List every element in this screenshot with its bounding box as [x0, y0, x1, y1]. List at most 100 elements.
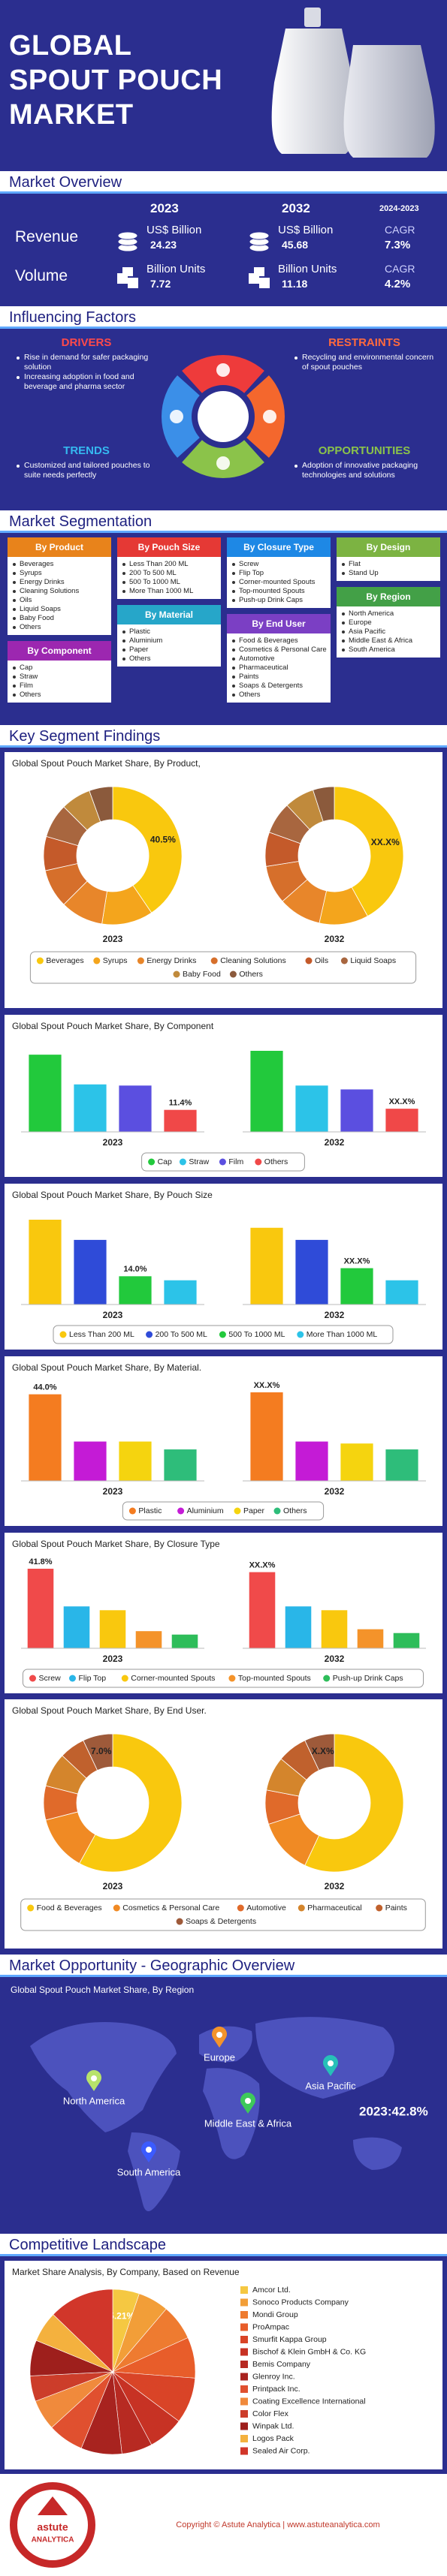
segment-item: Energy Drinks — [9, 578, 110, 587]
value: 24.23 — [150, 239, 177, 251]
legend-label: Winpak Ltd. — [252, 2421, 294, 2430]
map-title: Global Spout Pouch Market Share, By Regi… — [11, 1985, 194, 1995]
chart-title: Global Spout Pouch Market Share, By Mate… — [12, 1362, 201, 1373]
segment-list: Flat Stand Up — [337, 557, 440, 581]
legend-swatch — [137, 957, 144, 964]
legend-swatch — [176, 1918, 183, 1925]
region-label: Europe — [204, 2051, 235, 2063]
box — [254, 267, 264, 276]
legend-label: Flip Top — [79, 1674, 107, 1683]
factor-point: Customized and tailored pouches to suite… — [15, 461, 158, 480]
legend-swatch — [113, 1904, 120, 1912]
legend-swatch — [179, 1158, 186, 1166]
bar — [385, 1280, 418, 1305]
legend-swatch — [240, 2286, 248, 2294]
data-label: 14.0% — [123, 1265, 146, 1274]
segment-item: Cleaning Solutions — [9, 587, 110, 596]
bar — [99, 1610, 126, 1648]
data-label: 5.21% — [109, 2310, 134, 2321]
year-label: 2032 — [325, 1137, 345, 1148]
unit: US$ Billion — [278, 224, 334, 236]
segment-item: Soaps & Detergents — [228, 682, 329, 691]
segment-item: Middle East & Africa — [338, 636, 439, 646]
bar — [295, 1085, 328, 1132]
segment-item: Push-up Drink Caps — [228, 596, 329, 605]
pouch — [271, 29, 356, 154]
year-label: 2032 — [282, 201, 310, 215]
donut-slice — [83, 1733, 113, 1771]
segment-item: Corner-mounted Spouts — [228, 578, 329, 587]
legend-label: Top-mounted Spouts — [238, 1674, 311, 1683]
bar — [119, 1276, 152, 1305]
bar — [29, 1055, 62, 1132]
value: 11.18 — [282, 278, 308, 290]
segment-list: North America Europe Asia Pacific Middle Ea… — [337, 606, 440, 658]
factor-point: Recycling and environmental concern of s… — [293, 353, 436, 372]
box — [259, 278, 270, 288]
legend-swatch — [240, 2410, 248, 2418]
logo-text: astute — [37, 2521, 68, 2533]
legend-label: Bemis Company — [252, 2360, 311, 2369]
segment-item: Screw — [228, 560, 329, 569]
legend-label: Corner-mounted Spouts — [131, 1674, 215, 1683]
bar — [29, 1394, 62, 1481]
year-label: 2032 — [325, 1881, 345, 1891]
segment-list: Cap Straw Film Others — [8, 661, 111, 703]
legend-label: Push-up Drink Caps — [333, 1674, 403, 1683]
legend-swatch — [59, 1331, 67, 1338]
legend-swatch — [173, 971, 180, 978]
factor-point: Increasing adoption in food and beverage… — [15, 372, 158, 392]
logo-text: ANALYTICA — [32, 2536, 74, 2544]
legend-label: Pharmaceutical — [307, 1903, 361, 1912]
donut-slice — [89, 786, 113, 823]
legend-swatch — [240, 2397, 248, 2406]
factor-title: OPPORTUNITIES — [318, 444, 411, 457]
segment-item: Asia Pacific — [338, 627, 439, 636]
data-label: 41.8% — [29, 1557, 52, 1566]
legend-swatch — [93, 957, 101, 964]
continent — [353, 2137, 402, 2170]
bar — [340, 1268, 373, 1305]
segment-title: By Closure Type — [227, 537, 331, 557]
unit: Billion Units — [146, 263, 206, 275]
segment-item: Others — [119, 655, 219, 664]
segment-item: Others — [9, 623, 110, 632]
legend-swatch — [36, 957, 44, 964]
year-label: 2032 — [325, 1654, 345, 1664]
world-map: Global Spout Pouch Market Share, By Regi… — [11, 1985, 428, 2211]
continent — [30, 2022, 177, 2132]
continents — [30, 2017, 402, 2211]
icon — [117, 231, 138, 252]
legend-label: Sealed Air Corp. — [252, 2446, 310, 2455]
legend-swatch — [240, 2447, 248, 2455]
legend-swatch — [305, 957, 313, 964]
data-label: XX.X% — [344, 1256, 370, 1265]
region-annotation: 2023:42.8% — [359, 2104, 428, 2118]
donut-slice — [334, 786, 404, 917]
chart-title: Global Spout Pouch Market Share, By Clos… — [12, 1539, 220, 1549]
chart-title: Global Spout Pouch Market Share, By Comp… — [12, 1021, 214, 1031]
footer-art: astute ANALYTICA Copyright © Astute Anal… — [10, 2482, 380, 2568]
legend-label: 500 To 1000 ML — [228, 1330, 285, 1339]
factor-title: RESTRAINTS — [328, 336, 400, 349]
legend-label: Screw — [39, 1674, 62, 1683]
value: 7.72 — [150, 278, 171, 290]
logo-mark — [38, 2496, 68, 2515]
segment-box: By Region North America Europe Asia Pacific… — [337, 587, 440, 658]
copyright: Copyright © Astute Analytica | www.astut… — [176, 2520, 379, 2529]
chart: Global Spout Pouch Market Share, By Prod… — [5, 752, 442, 1008]
segment-title: By Region — [337, 587, 440, 606]
segment-item: More Than 1000 ML — [119, 587, 219, 596]
legend-swatch — [148, 1158, 156, 1166]
legend-swatch — [240, 2323, 248, 2331]
legend-label: Smurfit Kappa Group — [252, 2335, 327, 2344]
bar — [135, 1631, 162, 1648]
legend-swatch — [240, 2373, 248, 2381]
legend-label: Straw — [189, 1157, 209, 1166]
legend-label: Bischof & Klein GmbH & Co. KG — [252, 2347, 366, 2356]
bar — [321, 1610, 348, 1648]
icon — [249, 267, 270, 288]
legend-label: Cap — [158, 1157, 172, 1166]
legend-label: Oils — [315, 956, 328, 965]
bar — [340, 1089, 373, 1132]
